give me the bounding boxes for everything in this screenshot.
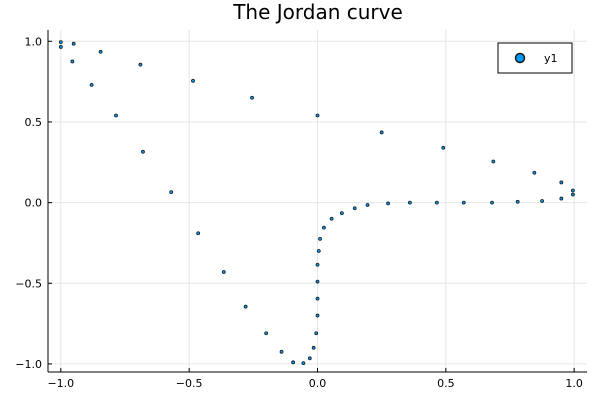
data-point-48 (339, 211, 344, 215)
data-point-29 (311, 345, 316, 350)
data-point-46 (352, 206, 357, 211)
data-point-1 (58, 45, 63, 49)
data-point-6 (138, 62, 143, 67)
data-point-16 (441, 145, 446, 150)
y-tick-label-1: −0.5 (15, 277, 42, 290)
x-tick-label-0: −1.0 (47, 377, 74, 390)
data-point-41 (316, 249, 321, 253)
chart-title: The Jordan curve (232, 0, 403, 24)
data-point-26 (570, 192, 575, 197)
data-point-24 (570, 188, 575, 193)
data-point-22 (559, 180, 564, 185)
data-point-38 (434, 200, 439, 205)
x-tick-label-2: 0.0 (309, 377, 327, 390)
legend-label: y1 (544, 52, 558, 65)
data-point-36 (461, 200, 466, 205)
y-tick-label-0: −1.0 (15, 358, 42, 371)
data-point-47 (329, 216, 334, 221)
legend: y1 (497, 42, 573, 74)
data-point-43 (318, 237, 322, 241)
data-point-3 (70, 59, 75, 64)
data-points (58, 40, 575, 366)
data-point-45 (322, 225, 326, 230)
y-tick-label-3: 0.5 (25, 116, 43, 129)
data-point-34 (490, 200, 494, 205)
data-point-42 (386, 201, 390, 206)
y-tick-label-4: 1.0 (25, 35, 43, 48)
data-point-19 (264, 331, 269, 336)
data-point-0 (58, 40, 63, 44)
data-point-10 (250, 95, 254, 100)
data-point-44 (365, 203, 370, 207)
data-point-12 (315, 113, 320, 118)
data-point-13 (196, 231, 201, 236)
data-point-9 (141, 149, 145, 154)
x-tick-label-1: −0.5 (176, 377, 203, 390)
tick-labels: −1.0 −0.5 0.0 0.5 1.0 −1.0 −0.5 0.0 0.5 1.0 (15, 35, 583, 390)
data-point-37 (315, 279, 320, 284)
data-point-18 (491, 159, 496, 164)
y-tick-label-2: 0.0 (25, 197, 43, 210)
data-point-23 (291, 360, 296, 365)
data-point-14 (379, 130, 384, 135)
data-point-21 (279, 349, 284, 354)
data-point-33 (315, 313, 320, 318)
data-point-15 (221, 270, 226, 274)
data-point-25 (301, 361, 306, 366)
legend-marker (514, 52, 526, 64)
data-point-7 (114, 113, 118, 118)
data-point-4 (98, 49, 103, 54)
data-point-11 (169, 190, 174, 195)
data-point-28 (559, 196, 564, 201)
data-point-39 (315, 262, 320, 267)
x-tick-label-3: 0.5 (437, 377, 455, 390)
data-point-40 (407, 200, 412, 205)
data-point-30 (540, 199, 544, 203)
data-point-17 (243, 304, 248, 309)
data-point-27 (307, 356, 312, 361)
data-point-35 (315, 296, 320, 301)
data-point-31 (314, 331, 319, 336)
data-point-8 (191, 78, 195, 83)
grid (48, 30, 587, 372)
legend-box (497, 42, 573, 74)
data-point-20 (532, 170, 537, 175)
data-point-2 (71, 41, 76, 46)
x-tick-label-4: 1.0 (565, 377, 583, 390)
data-point-5 (89, 82, 94, 87)
data-point-32 (515, 199, 520, 204)
